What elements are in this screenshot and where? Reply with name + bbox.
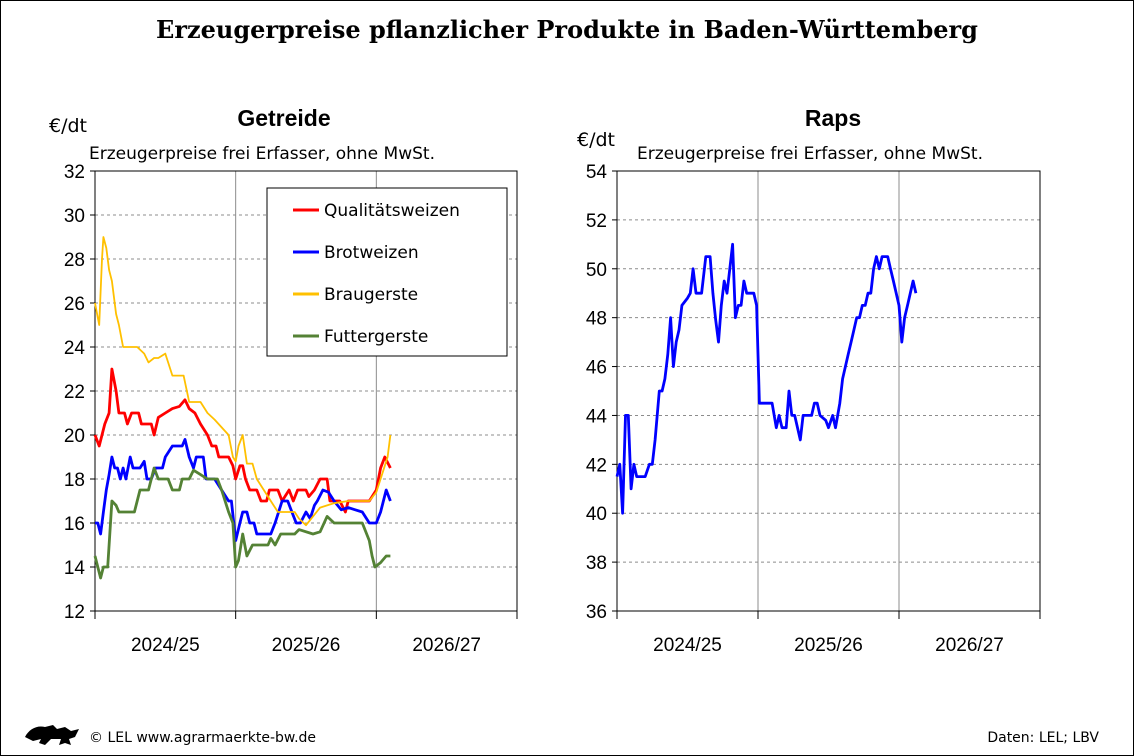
- x-category-label: 2026/27: [935, 635, 1004, 656]
- copyright-text: © LEL www.agrarmaerkte-bw.de: [89, 730, 316, 746]
- series-line-brotweizen: [95, 437, 392, 542]
- y-tick-label: 44: [586, 406, 608, 427]
- y-tick-label: 16: [64, 514, 85, 535]
- x-category-label: 2026/27: [412, 635, 481, 656]
- plot-area-raps: 36 38 40 42 44 46 48 50 52 54 2024/25 2025/26 2026/2…: [586, 162, 1041, 656]
- y-tick-label: 36: [586, 602, 607, 623]
- plot-frame: [616, 170, 1041, 612]
- y-unit-raps: €/dt: [577, 129, 615, 151]
- plot-frame: [94, 170, 518, 612]
- legend-entry: Brotweizen: [324, 243, 419, 263]
- series-line-raps: [615, 242, 918, 515]
- y-tick-label: 26: [64, 294, 85, 315]
- data-source-text: Daten: LEL; LBV: [987, 730, 1099, 746]
- y-tick-label: 32: [64, 162, 85, 183]
- y-tick-label: 54: [586, 162, 608, 183]
- y-tick-label: 48: [586, 309, 607, 330]
- y-tick-label: 30: [64, 206, 85, 227]
- y-tick-label: 42: [586, 455, 607, 476]
- plot-area-getreide: 12 14 16 18 20 22 24 26 28 30 32 2024/25 2025/26 2026…: [64, 162, 518, 656]
- y-tick-label: 52: [586, 211, 607, 232]
- x-category-label: 2025/26: [794, 635, 863, 656]
- y-tick-label: 18: [64, 470, 85, 491]
- y-tick-label: 46: [586, 358, 607, 379]
- y-unit-getreide: €/dt: [49, 115, 87, 137]
- legend-entry: Qualitätsweizen: [324, 201, 460, 221]
- lion-logo-icon: [25, 725, 79, 745]
- chart-title-raps: Raps: [805, 105, 861, 131]
- x-category-label: 2024/25: [131, 635, 200, 656]
- y-tick-label: 14: [64, 558, 86, 579]
- x-category-label: 2024/25: [653, 635, 722, 656]
- chart-title-getreide: Getreide: [237, 105, 330, 131]
- page-title: Erzeugerpreise pflanzlicher Produkte in …: [156, 15, 978, 44]
- legend-entry: Futtergerste: [324, 327, 428, 347]
- chart-subtitle-getreide: Erzeugerpreise frei Erfasser, ohne MwSt.: [89, 144, 435, 164]
- y-tick-label: 50: [586, 260, 607, 281]
- y-tick-label: 24: [64, 338, 86, 359]
- series-line-futtergerste: [93, 466, 391, 580]
- chart-subtitle-raps: Erzeugerpreise frei Erfasser, ohne MwSt.: [637, 144, 983, 164]
- series-line-braugerste: [94, 236, 392, 527]
- legend-box: [266, 187, 508, 357]
- y-tick-label: 22: [64, 382, 85, 403]
- y-tick-label: 40: [586, 504, 607, 525]
- series-line-qualitätsweizen: [93, 367, 392, 514]
- y-tick-label: 28: [64, 250, 85, 271]
- y-tick-label: 12: [64, 602, 85, 623]
- y-tick-label: 38: [586, 553, 607, 574]
- legend-entry: Braugerste: [324, 285, 418, 305]
- y-tick-label: 20: [64, 426, 85, 447]
- x-category-label: 2025/26: [272, 635, 341, 656]
